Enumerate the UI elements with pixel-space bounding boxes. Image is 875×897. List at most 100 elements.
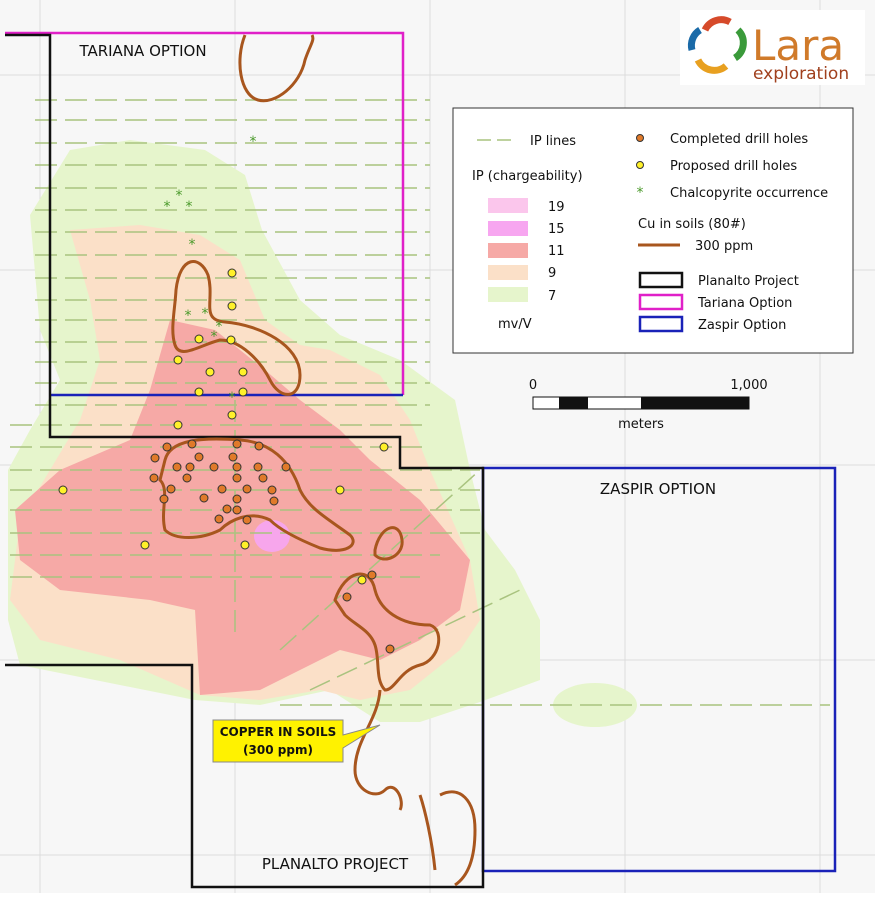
completed-drill-hole [182, 473, 192, 483]
completed-drill-hole [159, 494, 169, 504]
completed-drill-hole [342, 592, 352, 602]
proposed-drill-hole [238, 387, 248, 397]
legend [488, 221, 528, 236]
chalcopyrite: * [229, 390, 236, 406]
completed-drill-hole [149, 473, 159, 483]
legend [638, 271, 684, 289]
cu-contour [353, 689, 403, 811]
completed-drill-hole [232, 505, 242, 515]
logo-sub: exploration [753, 64, 849, 84]
logo [732, 27, 747, 61]
proposed-drill-hole [205, 367, 215, 377]
completed-drill-hole [172, 462, 182, 472]
proposed-drill-hole [335, 485, 345, 495]
boundary [5, 31, 837, 889]
proposed-drill-hole [240, 540, 250, 550]
completed-drill-hole [267, 485, 277, 495]
completed-drill-hole [149, 439, 395, 654]
ip-line [10, 99, 830, 706]
completed-drill-hole [253, 462, 263, 472]
chalcopyrite: *** *** **** [164, 134, 257, 406]
completed-drill-hole [166, 484, 176, 494]
completed-drill-hole [150, 453, 160, 463]
chalcopyrite: * [164, 199, 171, 215]
proposed-drill-hole [226, 335, 236, 345]
legend-text: 11 [548, 244, 565, 259]
completed-drill-hole [217, 484, 227, 494]
completed-drill-hole [232, 473, 242, 483]
proposed-drill-hole [379, 442, 389, 452]
logo-name: Lara [752, 21, 844, 70]
completed-drill-hole [209, 462, 219, 472]
chalcopyrite: * [186, 199, 193, 215]
completed-drill-hole [199, 493, 209, 503]
chalcopyrite: * [202, 306, 209, 322]
legend-text: mv/V [498, 317, 532, 332]
legend-text: Proposed drill holes [670, 159, 797, 174]
completed-drill-hole [214, 514, 224, 524]
legend-text: 9 [548, 266, 556, 281]
proposed-drill-hole [238, 367, 248, 377]
scale-bar: 0 1,000 meters [529, 378, 768, 432]
legend: IP lines IP (chargeability) 19 15 11 9 7… [452, 107, 854, 354]
boundary [5, 33, 485, 889]
legend-text: 7 [548, 289, 556, 304]
completed-drill-hole [222, 504, 232, 514]
callout-text: COPPER IN SOILS [220, 725, 337, 739]
map-label: ZASPIR OPTION [600, 480, 716, 498]
cu-contour [158, 34, 477, 887]
completed-drill-hole [187, 439, 197, 449]
completed-drill-hole [367, 570, 377, 580]
legend-text: Tariana Option [697, 296, 792, 311]
legend [638, 293, 684, 311]
map-label: PLANALTO PROJECT [262, 855, 409, 873]
ip-zone [254, 520, 290, 552]
proposed-drill-hole [194, 334, 204, 344]
cu-contour [418, 794, 437, 871]
scale-bar [641, 397, 749, 409]
cu-contour [171, 260, 302, 396]
cu-contour [439, 790, 477, 887]
scale-text: meters [618, 417, 664, 432]
scale-bar [559, 397, 588, 409]
proposed-drill-hole [357, 575, 367, 585]
completed-drill-hole [258, 473, 268, 483]
legend-text: Chalcopyrite occurrence [670, 186, 828, 201]
logo [687, 27, 703, 51]
completed-drill-hole [162, 442, 172, 452]
callout-text: (300 ppm) [243, 743, 313, 757]
proposed-drill-hole [194, 387, 204, 397]
map-label: TARIANA OPTION [78, 42, 206, 60]
logo [701, 16, 732, 32]
chalcopyrite: * [250, 134, 257, 150]
chalcopyrite: * [189, 237, 196, 253]
callout [212, 719, 381, 763]
completed-drill-hole [232, 494, 242, 504]
cu-contour [238, 34, 315, 103]
chalcopyrite: * [216, 319, 223, 335]
legend [488, 198, 528, 213]
scale-text: 1,000 [730, 378, 767, 393]
chalcopyrite: * [185, 308, 192, 324]
legend-text: IP lines [530, 134, 576, 149]
completed-drill-hole [281, 462, 291, 472]
legend-text: 300 ppm [695, 239, 753, 254]
boundary [5, 31, 405, 395]
legend-text: Completed drill holes [670, 132, 808, 147]
callout: COPPER IN SOILS (300 ppm) [212, 719, 381, 763]
chalcopyrite: * [176, 188, 183, 204]
proposed-drill-hole [140, 540, 150, 550]
legend [488, 287, 528, 302]
completed-drill-hole [228, 452, 238, 462]
proposed-drill-hole [227, 410, 237, 420]
proposed-drill-hole [58, 268, 389, 585]
ip-zone [15, 320, 470, 695]
completed-drill-hole [242, 515, 252, 525]
legend [638, 315, 684, 333]
legend-text: 19 [548, 200, 565, 215]
legend-text: Planalto Project [698, 274, 799, 289]
completed-drill-hole [185, 462, 195, 472]
legend [488, 265, 528, 280]
